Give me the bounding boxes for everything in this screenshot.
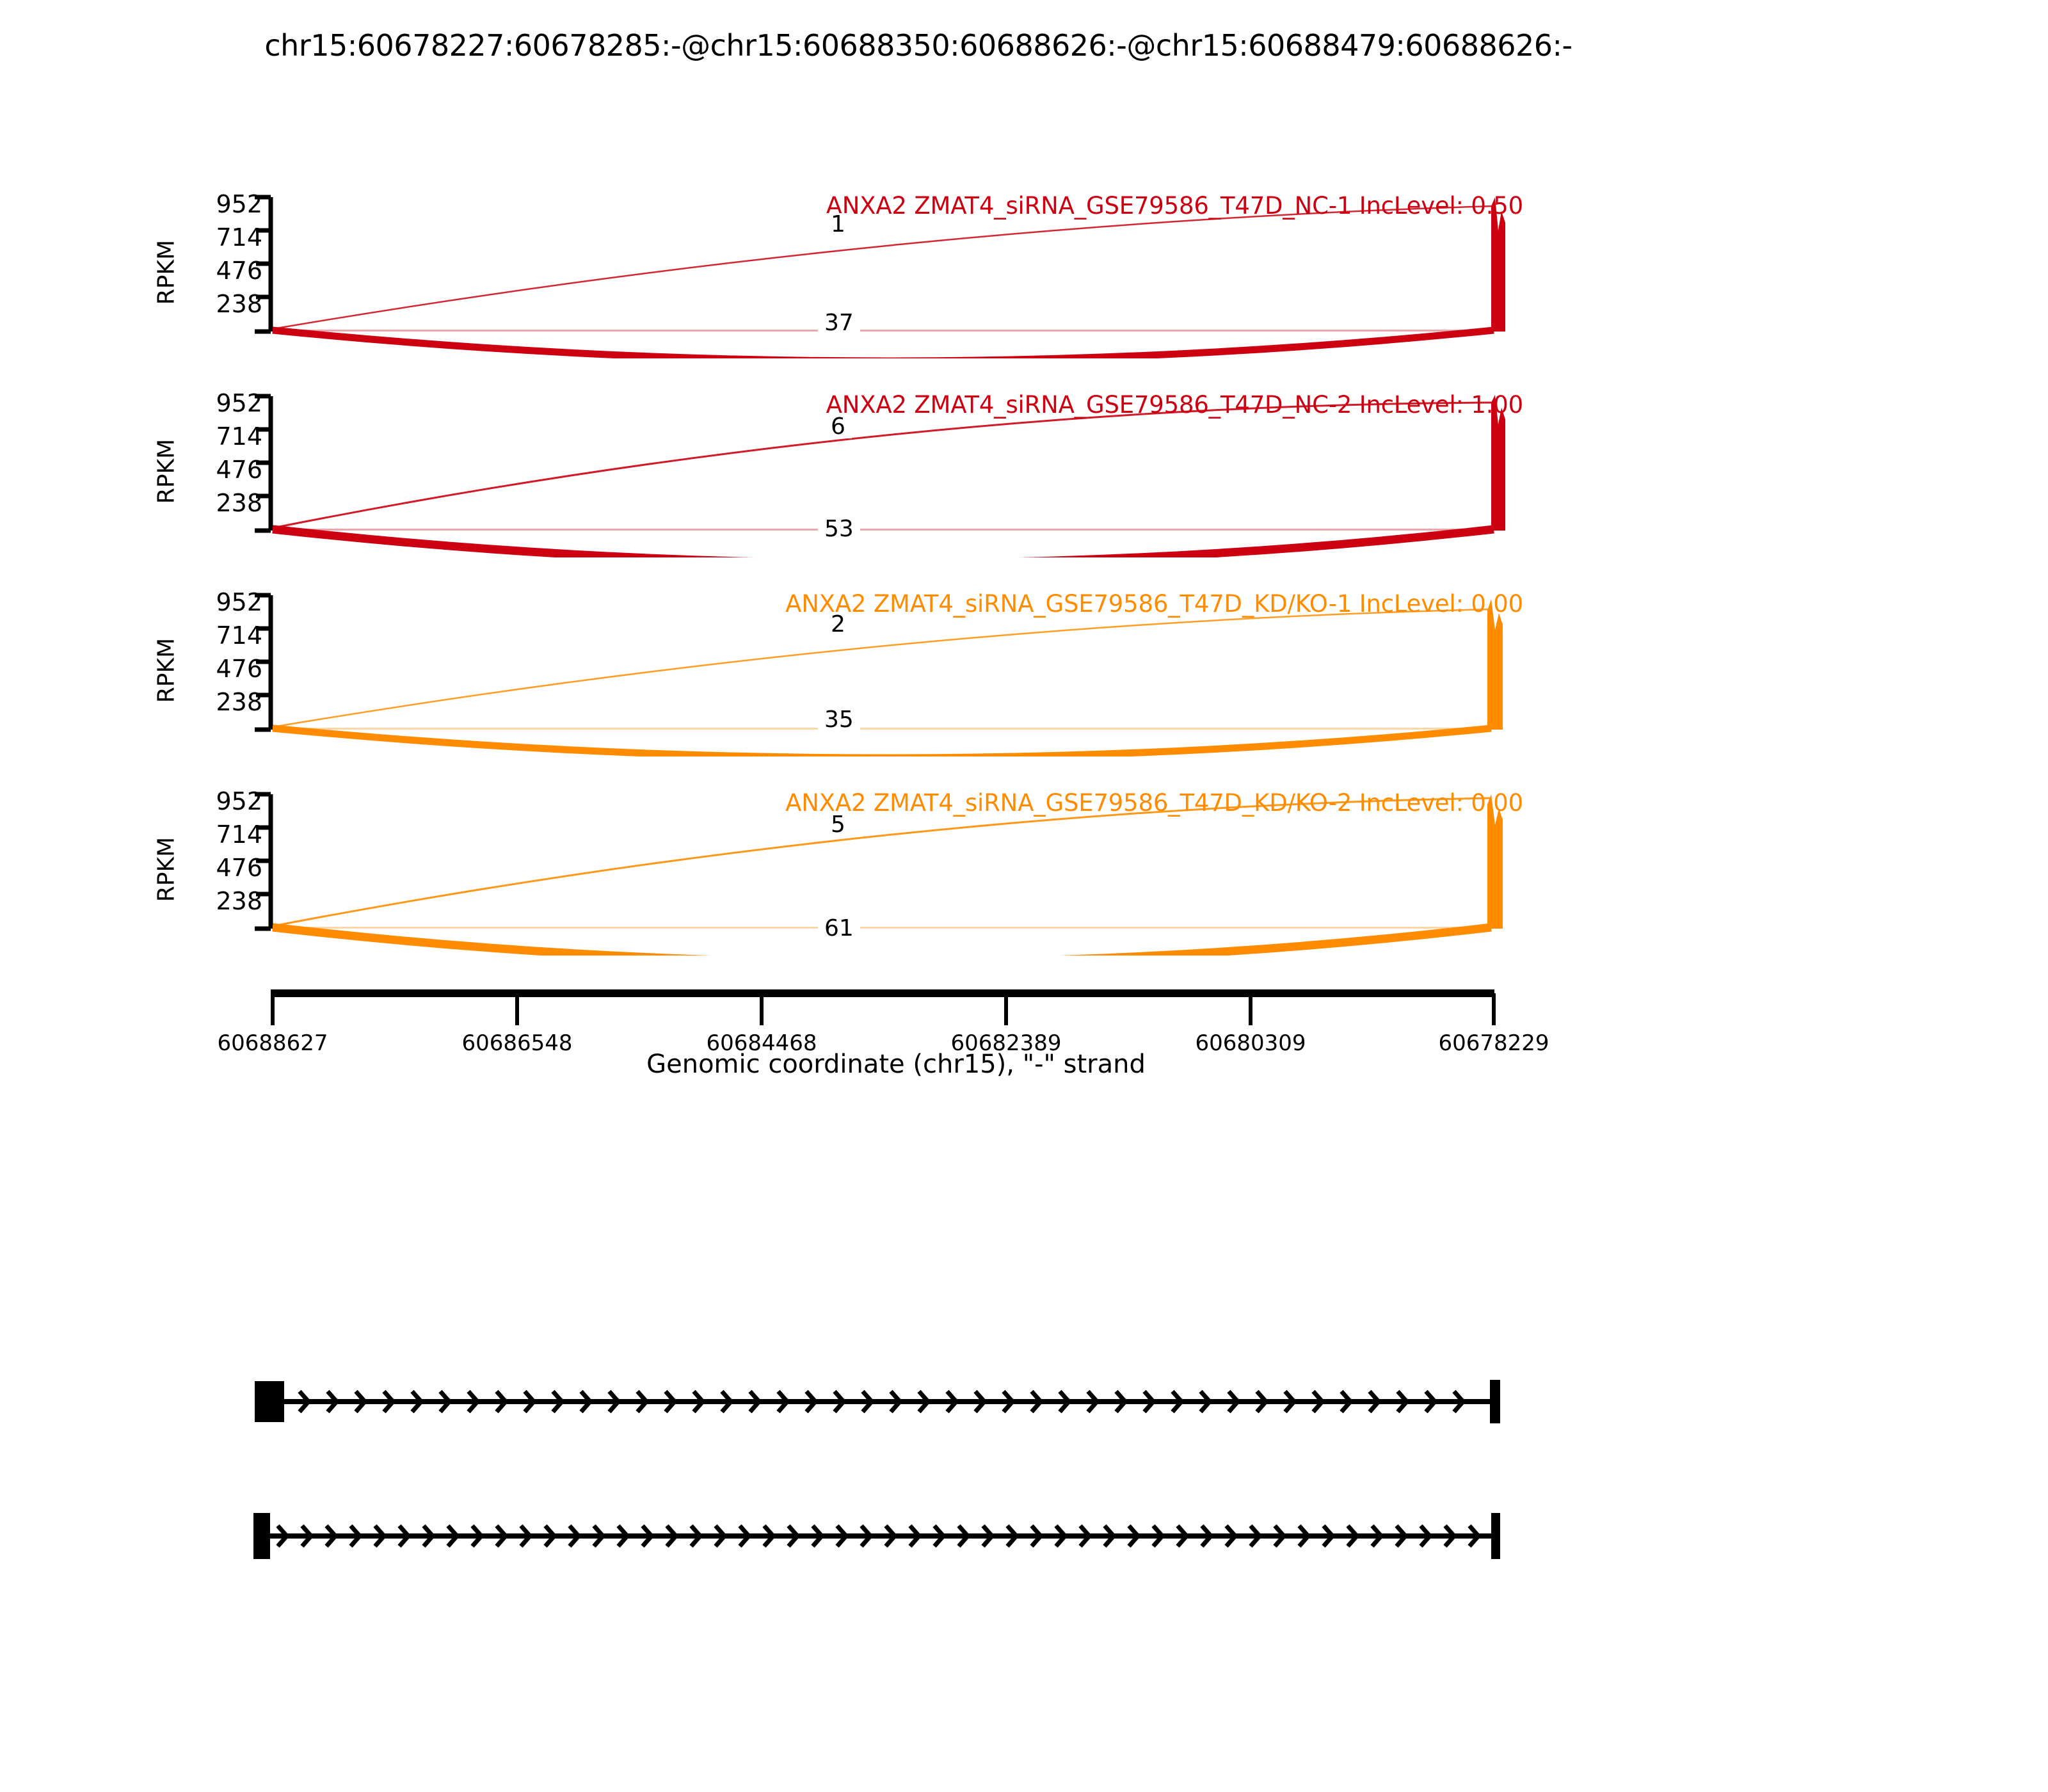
- y-tick-714: 714: [216, 223, 262, 252]
- junction-arc-lower-2: [272, 525, 1494, 557]
- y-tick-714: 714: [216, 820, 262, 849]
- junction-count-upper-1: 1: [824, 213, 852, 236]
- panel-1-graphic: [255, 195, 1505, 358]
- exon-block-left-1: [255, 1381, 284, 1422]
- gene-model-track-2: [0, 1498, 2048, 1574]
- y-axis-tick-labels: 952 714 476 238: [160, 789, 262, 956]
- junction-count-upper-3: 2: [824, 613, 852, 636]
- panel-title-nc-1: ANXA2 ZMAT4_siRNA_GSE79586_T47D_NC-1 Inc…: [826, 192, 1524, 220]
- y-tick-238: 238: [216, 489, 262, 517]
- x-tick-label-3: 60682389: [950, 1030, 1062, 1056]
- y-axis-tick-labels: 952 714 476 238: [160, 590, 262, 756]
- y-axis-spine: [255, 593, 273, 732]
- coverage-track-1: [273, 197, 1505, 332]
- strand-arrows-2: [276, 1524, 1482, 1548]
- panel-title-kd-1: ANXA2 ZMAT4_siRNA_GSE79586_T47D_KD/KO-1 …: [785, 590, 1523, 618]
- panel-3-graphic: [255, 593, 1503, 756]
- panel-title-nc-2: ANXA2 ZMAT4_siRNA_GSE79586_T47D_NC-2 Inc…: [826, 391, 1524, 419]
- junction-arc-upper-3: [272, 608, 1492, 728]
- x-axis-spine: [271, 989, 1496, 1025]
- junction-count-lower-1: 37: [818, 312, 860, 335]
- x-tick-label-0: 60688627: [217, 1030, 328, 1056]
- y-axis-spine: [255, 792, 273, 931]
- y-axis-tick-labels: 952 714 476 238: [160, 192, 262, 358]
- y-axis-spine: [255, 394, 273, 533]
- junction-arc-lower-1: [272, 326, 1494, 358]
- y-tick-476: 476: [216, 456, 262, 484]
- y-tick-952: 952: [216, 588, 262, 616]
- gene-model-1-graphic: [255, 1380, 1500, 1423]
- junction-arc-upper-2: [272, 401, 1494, 529]
- y-tick-238: 238: [216, 688, 262, 716]
- x-tick-label-5: 60678229: [1438, 1030, 1549, 1056]
- sashimi-panel-nc-2: RPKM 952 714 476 238: [0, 391, 2048, 557]
- gene-model-2-graphic: [253, 1513, 1500, 1559]
- panel-4-graphic: [255, 792, 1503, 956]
- x-tick-label-4: 60680309: [1195, 1030, 1306, 1056]
- y-axis-spine: [255, 195, 273, 334]
- y-tick-476: 476: [216, 655, 262, 683]
- junction-count-lower-2: 53: [818, 518, 860, 541]
- junction-arc-lower-3: [272, 724, 1492, 756]
- junction-arc-upper-4: [272, 797, 1492, 927]
- y-tick-238: 238: [216, 887, 262, 915]
- strand-arrows-1: [298, 1389, 1466, 1414]
- y-axis-tick-labels: 952 714 476 238: [160, 391, 262, 557]
- page-title: chr15:60678227:60678285:-@chr15:60688350…: [264, 28, 1572, 63]
- sashimi-panel-kd-1: RPKM 952 714 476 238: [0, 590, 2048, 756]
- x-axis: 60688627 60686548 60684468 60682389 6068…: [217, 988, 1549, 1065]
- x-tick-label-2: 60684468: [706, 1030, 817, 1056]
- sashimi-panel-nc-1: RPKM 952 714 476 238: [0, 192, 2048, 358]
- junction-arc-lower-4: [272, 923, 1492, 956]
- sashimi-panel-kd-2: RPKM 952 714 476 238: [0, 789, 2048, 956]
- coverage-track-2: [273, 395, 1505, 531]
- y-tick-476: 476: [216, 257, 262, 285]
- gene-model-track-1: [0, 1363, 2048, 1440]
- x-tick-label-1: 60686548: [461, 1030, 573, 1056]
- junction-count-lower-4: 61: [818, 917, 860, 940]
- exon-block-right-1: [1490, 1380, 1500, 1423]
- panel-2-graphic: [255, 394, 1505, 557]
- junction-count-upper-4: 5: [824, 813, 852, 836]
- y-tick-952: 952: [216, 190, 262, 218]
- junction-count-upper-2: 6: [824, 415, 852, 438]
- y-tick-714: 714: [216, 621, 262, 650]
- exon-block-right-2: [1491, 1513, 1500, 1559]
- y-tick-952: 952: [216, 787, 262, 815]
- coverage-track-3: [273, 599, 1503, 730]
- junction-arc-upper-1: [272, 205, 1494, 330]
- y-tick-714: 714: [216, 422, 262, 451]
- panel-title-kd-2: ANXA2 ZMAT4_siRNA_GSE79586_T47D_KD/KO-2 …: [785, 789, 1523, 817]
- y-tick-476: 476: [216, 854, 262, 882]
- exon-block-left-2: [253, 1513, 270, 1559]
- y-tick-952: 952: [216, 389, 262, 417]
- junction-count-lower-3: 35: [818, 708, 860, 732]
- x-axis-title: Genomic coordinate (chr15), "-" strand: [646, 1050, 1146, 1079]
- y-tick-238: 238: [216, 290, 262, 318]
- coverage-track-4: [273, 794, 1503, 929]
